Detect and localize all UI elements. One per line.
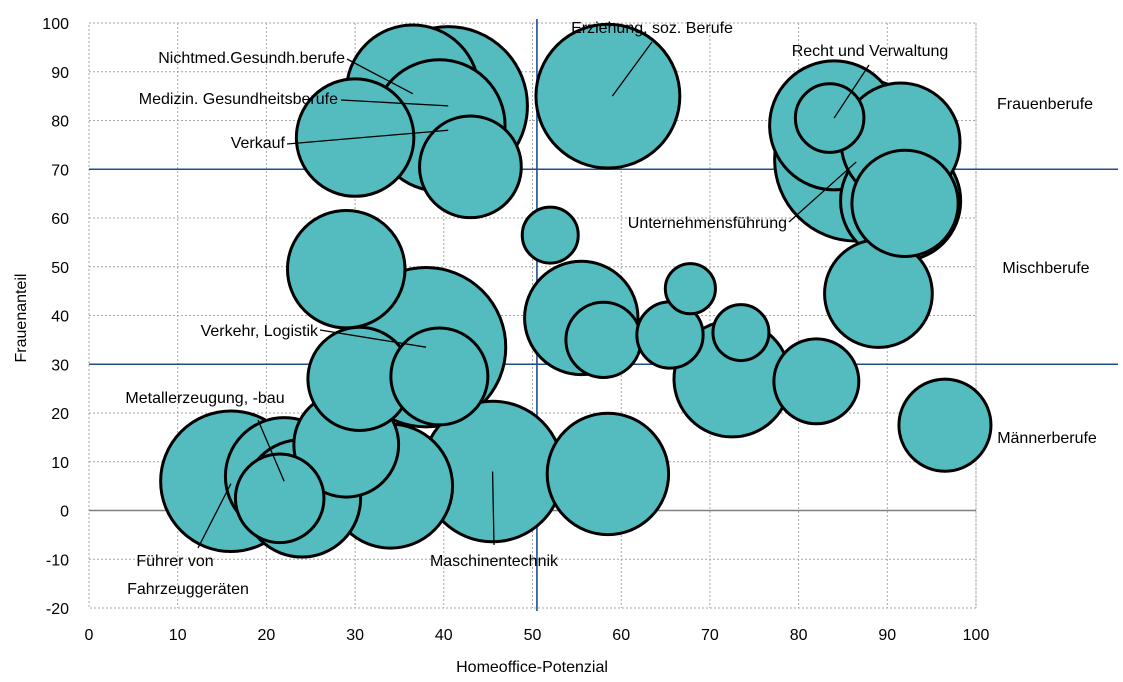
bubble-point: [389, 326, 490, 427]
bubble-point: [897, 377, 993, 473]
x-tick-label: 50: [524, 627, 542, 644]
bubble-point: [534, 22, 682, 170]
annotation-label: Maschinentechnik: [430, 553, 559, 570]
annotation-label: Recht und Verwaltung: [792, 43, 949, 60]
annotation-leader: [491, 471, 495, 546]
x-tick-label: 70: [701, 627, 719, 644]
zone-label-frauenberufe: Frauenberufe: [997, 96, 1093, 113]
bubble-point: [520, 205, 580, 265]
bubble-point: [233, 452, 326, 545]
bubble-point: [285, 208, 407, 330]
annotation-leader: [611, 41, 653, 97]
y-tick-label: -20: [46, 601, 69, 618]
bubble-point: [772, 337, 861, 426]
x-tick-label: 80: [790, 627, 808, 644]
x-tick-label: 60: [612, 627, 630, 644]
y-tick-label: 80: [51, 114, 69, 131]
y-tick-label: 30: [51, 357, 69, 374]
y-tick-label: -10: [46, 552, 69, 569]
x-tick-label: 100: [963, 627, 990, 644]
x-tick-label: 10: [169, 627, 187, 644]
x-tick-label: 40: [435, 627, 453, 644]
y-tick-label: 20: [51, 406, 69, 423]
x-tick-label: 30: [346, 627, 364, 644]
zone-label-maennerberufe: Männerberufe: [997, 430, 1097, 447]
x-axis-title: Homeoffice-Potenzial: [456, 659, 608, 676]
annotation-leader: [340, 99, 449, 107]
annotation-leader: [286, 129, 449, 145]
y-tick-label: 100: [42, 16, 69, 33]
bubble-point: [545, 411, 671, 537]
tick-labels: 0 10 20 30 40 50 60 70 80 90 100 -20 -10 0 10 20 30 40 50 6…: [42, 16, 989, 644]
annotation-label: Verkehr, Logistik: [201, 323, 319, 340]
annotation-label: Führer von: [136, 553, 213, 570]
bubble-point: [850, 148, 960, 259]
annotation-label: Erziehung, soz. Berufe: [571, 20, 733, 37]
bubble-point: [418, 114, 523, 220]
x-tick-label: 20: [258, 627, 276, 644]
bubble-point: [663, 262, 717, 316]
annotation-label: Metallerzeugung, -bau: [125, 390, 284, 407]
annotation-label: Medizin. Gesundheitsberufe: [139, 91, 338, 108]
y-tick-label: 40: [51, 309, 69, 326]
y-tick-label: 70: [51, 162, 69, 179]
annotation-label: Unternehmensführung: [628, 215, 787, 232]
annotation-label: Fahrzeuggeräten: [127, 581, 249, 598]
bubble-point: [793, 82, 866, 154]
annotation-leader: [788, 161, 857, 223]
zone-label-mischberufe: Mischberufe: [1002, 260, 1089, 277]
annotation-label: Verkauf: [231, 135, 286, 152]
annotation-leaders: [197, 41, 870, 549]
y-tick-label: 0: [60, 504, 69, 521]
x-tick-label: 0: [85, 627, 94, 644]
annotation-leader: [346, 58, 414, 95]
y-tick-label: 10: [51, 455, 69, 472]
annotation-leader: [257, 419, 285, 482]
annotation-leader: [833, 64, 870, 119]
annotation-leader: [197, 483, 232, 549]
annotation-leader: [319, 329, 427, 348]
y-tick-label: 90: [51, 65, 69, 82]
bubble-point: [711, 303, 771, 363]
bubble-point: [564, 300, 643, 379]
annotation-label: Nichtmed.Gesundh.berufe: [158, 50, 345, 67]
y-tick-label: 50: [51, 260, 69, 277]
y-axis-title: Frauenanteil: [13, 274, 30, 363]
y-tick-label: 60: [51, 211, 69, 228]
x-tick-label: 90: [878, 627, 896, 644]
